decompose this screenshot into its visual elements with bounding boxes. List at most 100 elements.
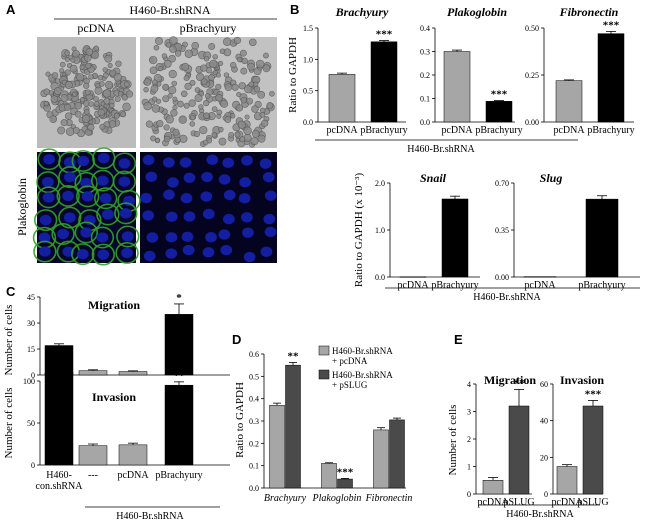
x-tick-label: pcDNA [397, 280, 429, 291]
cell-texture [248, 38, 257, 47]
cell-texture [194, 94, 203, 103]
chart-d: 0.0 0.1 0.2 0.3 0.4 0.5 0.6 ** Brachyury *** Plako… [234, 345, 412, 504]
x-tick-label: pSLUG [503, 497, 534, 508]
cell-texture [85, 48, 94, 56]
cell-texture [184, 49, 194, 59]
cell-texture [151, 96, 158, 102]
cell-nucleus [264, 190, 277, 201]
y-tick-label: 0.4 [249, 395, 259, 404]
cell-texture [219, 48, 226, 55]
cell-texture [200, 78, 208, 86]
cell-texture [191, 41, 200, 50]
cell-texture [84, 109, 90, 115]
cell-membrane [76, 185, 100, 208]
cell-nucleus [242, 227, 254, 238]
cell-nucleus [96, 175, 109, 186]
cell-texture [94, 86, 103, 95]
cell-texture [180, 90, 188, 98]
cell-texture [183, 75, 190, 82]
x-tick-label: pcDNA [117, 470, 149, 481]
chart-brachyury: 0.0 0.5 1.0 1.5 pcDNA *** pBrachyury Brachyury R… [287, 5, 408, 136]
bar-pcDNA [118, 444, 148, 466]
significance-marker: ** [174, 370, 186, 382]
x-tick-label: --- [88, 470, 98, 481]
bar-pcDNA [555, 80, 583, 123]
cell-texture [163, 135, 171, 143]
cell-nucleus [201, 171, 213, 183]
cell-texture [244, 84, 253, 94]
cell-nucleus [97, 152, 110, 164]
fluor-cells-pcdna [32, 147, 141, 266]
cell-texture [179, 134, 188, 144]
cell-nucleus [263, 213, 276, 225]
cell-texture [231, 83, 239, 91]
cell-membrane [115, 241, 139, 264]
cell-nucleus [83, 214, 96, 226]
cell-membrane [91, 243, 116, 266]
cell-texture [150, 84, 159, 93]
cell-nucleus [181, 231, 194, 242]
bar-pBrachyury [164, 314, 194, 376]
y-tick-label: 30 [27, 319, 35, 328]
cell-texture [107, 63, 113, 69]
cell-texture [209, 59, 218, 69]
cell-texture [97, 74, 104, 81]
x-tick-label: pBrachyury [475, 125, 522, 136]
cell-texture [145, 120, 153, 128]
cell-texture [103, 97, 111, 105]
y-axis-label: Ratio to GAPDH (x 10⁻³) [353, 173, 365, 288]
panel-e-group-label: H460-Br.shRNA [506, 509, 574, 520]
cell-nucleus [241, 155, 253, 166]
cell-nucleus [260, 246, 273, 258]
cell-nucleus [62, 190, 75, 202]
cell-membrane [112, 152, 137, 175]
chart-title: Migration [88, 298, 140, 312]
cell-texture [238, 82, 246, 90]
cell-texture [246, 97, 253, 105]
cell-membrane [90, 226, 115, 249]
cell-nucleus [119, 208, 132, 219]
x-tick-label: H460- [46, 470, 72, 481]
cell-texture [233, 36, 242, 45]
cell-texture [59, 61, 66, 68]
bar-pcDNA [556, 466, 578, 495]
cell-texture [79, 97, 86, 103]
cell-texture [151, 104, 161, 113]
panel-a-col-pcdna: pcDNA [77, 21, 115, 35]
y-tick-label: 20 [540, 453, 548, 462]
chart-title: Fibronectin [559, 5, 619, 19]
cell-texture [125, 90, 134, 98]
cell-texture [202, 139, 209, 146]
cell-texture [64, 112, 73, 120]
cell-nucleus [202, 208, 215, 220]
cell-nucleus [63, 212, 76, 223]
cell-texture [237, 120, 246, 129]
y-axis-label: Number of cells [3, 305, 15, 376]
y-tick-label: 0.1 [249, 462, 259, 471]
cell-texture [228, 131, 235, 138]
y-tick-label: 0.1 [420, 95, 430, 104]
cell-texture [189, 121, 196, 127]
cell-texture [193, 130, 201, 138]
cell-texture [64, 103, 72, 111]
cell-texture [251, 105, 259, 113]
chart-fibronectin: 0.00 0.25 0.50 pcDNA *** pBrachyury Fibronecti… [525, 5, 635, 136]
panel-letter-d: D [232, 332, 241, 347]
cell-texture [172, 128, 180, 136]
cell-nucleus [222, 213, 235, 225]
cell-nucleus [41, 176, 54, 188]
y-tick-label: 0.00 [495, 273, 509, 282]
cell-texture [261, 119, 269, 127]
cell-texture [88, 101, 94, 107]
cell-nucleus [183, 211, 196, 222]
cell-texture [60, 94, 69, 102]
cell-texture [161, 53, 168, 59]
cell-texture [230, 61, 237, 69]
bar-H460-con.shRNA [44, 372, 74, 466]
cell-texture [43, 88, 50, 95]
cell-texture [168, 69, 177, 79]
bar---- [78, 370, 108, 376]
cell-texture [218, 126, 224, 133]
y-tick-label: 0 [467, 490, 471, 499]
cell-nucleus [143, 250, 156, 262]
